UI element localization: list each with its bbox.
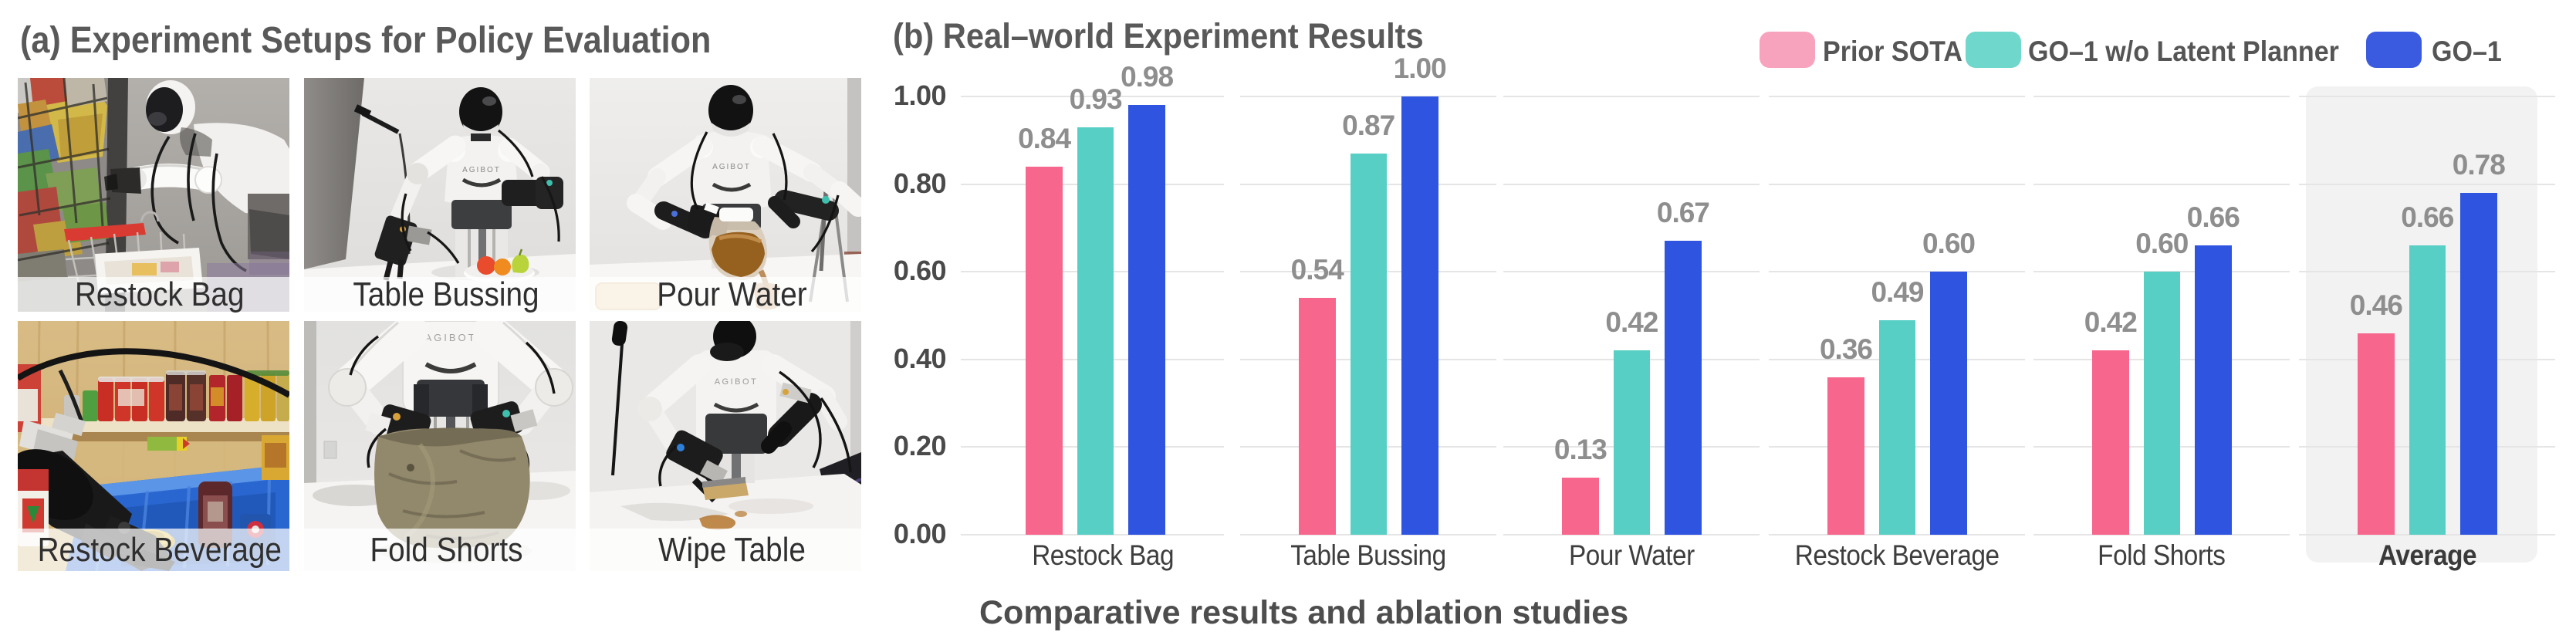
svg-text:AGIBOT: AGIBOT (715, 377, 759, 387)
svg-text:AGIBOT: AGIBOT (712, 163, 751, 171)
svg-text:AGIBOT: AGIBOT (424, 332, 476, 343)
svg-text:AGIBOT: AGIBOT (462, 166, 501, 174)
